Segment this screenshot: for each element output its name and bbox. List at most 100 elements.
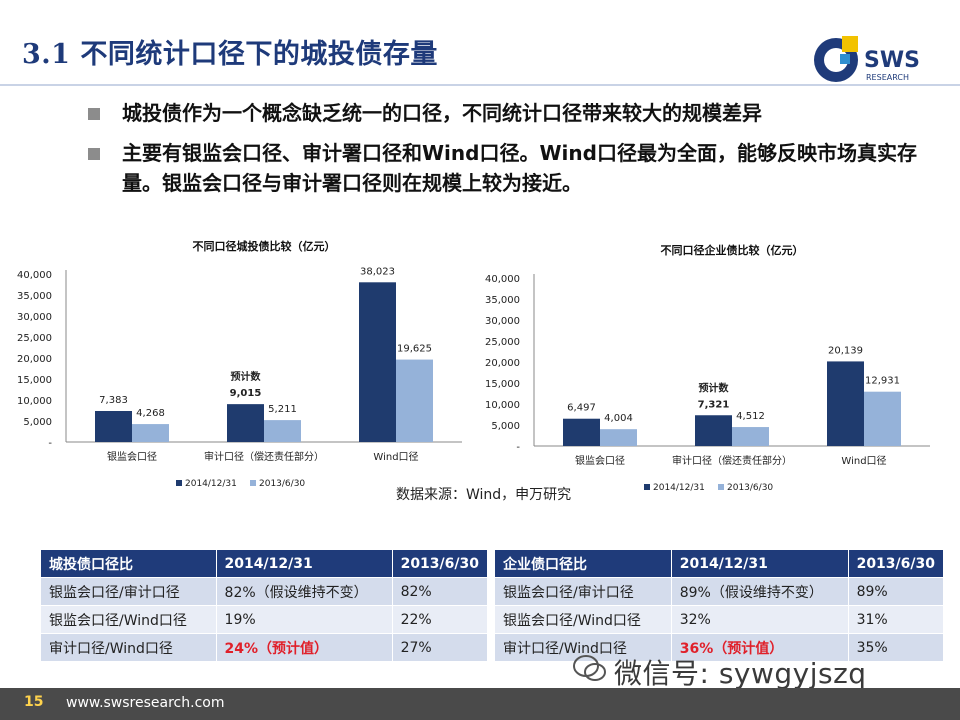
y-tick-label: 35,000 — [485, 295, 520, 306]
data-label: 7,321 — [698, 399, 730, 410]
legend-swatch — [644, 484, 650, 490]
y-tick-label: 5,000 — [491, 421, 520, 432]
wechat-icon — [573, 655, 606, 681]
x-tick-label: 审计口径（偿还责任部分） — [204, 450, 324, 463]
bar-2014 — [95, 410, 132, 442]
data-label: 20,139 — [828, 345, 863, 356]
table-cell: 银监会口径/审计口径 — [494, 577, 672, 606]
y-tick-label: 25,000 — [485, 337, 520, 348]
data-label: 5,211 — [268, 404, 297, 415]
table-row: 银监会口径/审计口径 82%（假设维持不变） 82% — [40, 577, 489, 606]
table-row: 银监会口径/Wind口径 19% 22% — [40, 605, 489, 634]
table-header-row: 企业债口径比 2014/12/31 2013/6/30 — [494, 549, 945, 578]
data-label: 9,015 — [230, 388, 262, 399]
y-tick-label: 35,000 — [17, 291, 52, 302]
x-tick-label: Wind口径 — [841, 454, 886, 467]
legend-label: 2014/12/31 — [653, 483, 705, 493]
table-row: 银监会口径/审计口径 89%（假设维持不变） 89% — [494, 577, 945, 606]
data-label: 4,512 — [736, 411, 765, 422]
table-cell: 银监会口径/Wind口径 — [494, 605, 672, 634]
chart-title: 不同口径城投债比较（亿元） — [193, 239, 336, 253]
wechat-watermark: 微信号: sywgyjszq — [614, 657, 867, 690]
table-cell: 银监会口径/Wind口径 — [40, 605, 217, 634]
bar-2014 — [359, 282, 396, 442]
y-tick-label: 40,000 — [485, 274, 520, 285]
y-tick-label: 15,000 — [17, 375, 52, 386]
table-row: 审计口径/Wind口径 24%（预计值） 27% — [40, 633, 489, 662]
chart-title: 不同口径企业债比较（亿元） — [661, 243, 804, 257]
bullet-item: 主要有银监会口径、审计署口径和Wind口径。Wind口径最为全面，能够反映市场真… — [88, 138, 938, 198]
bullet-text: 城投债作为一个概念缺乏统一的口径，不同统计口径带来较大的规模差异 — [122, 101, 762, 125]
bullet-text: 主要有银监会口径、审计署口径和Wind口径。Wind口径最为全面，能够反映市场真… — [122, 141, 917, 195]
table-cell: 27% — [391, 633, 489, 662]
title-divider — [0, 84, 960, 86]
table-cell: 银监会口径/审计口径 — [40, 577, 217, 606]
logo-subtext: RESEARCH — [866, 73, 909, 82]
table-cell-estimate: 36%（预计值） — [670, 633, 849, 662]
logo-text: SWS — [864, 48, 920, 73]
bullet-item: 城投债作为一个概念缺乏统一的口径，不同统计口径带来较大的规模差异 — [88, 98, 938, 128]
legend-swatch — [718, 484, 724, 490]
data-label: 38,023 — [360, 266, 395, 277]
y-tick-label: 5,000 — [23, 417, 52, 428]
table-cell: 89% — [847, 577, 945, 606]
table-cell: 19% — [215, 605, 393, 634]
footer-url[interactable]: www.swsresearch.com — [66, 695, 225, 711]
table-cell: 89%（假设维持不变） — [670, 577, 849, 606]
legend-swatch — [176, 480, 182, 486]
y-tick-label: 15,000 — [485, 379, 520, 390]
table-header-cell: 2014/12/31 — [670, 549, 849, 578]
chart-enterprise-bonds: 不同口径企业债比较（亿元） - 5,000 10,000 15,000 20,000 25,… — [476, 232, 940, 508]
table-cell: 审计口径/Wind口径 — [40, 633, 217, 662]
y-tick-label: 30,000 — [17, 312, 52, 323]
chart-city-investment-bonds: 不同口径城投债比较（亿元） - 5,000 10,000 15,000 20,000 25,… — [8, 228, 472, 504]
table-cell: 82%（假设维持不变） — [215, 577, 393, 606]
table-cell: 35% — [847, 633, 945, 662]
y-tick-label: 30,000 — [485, 316, 520, 327]
bar-2013 — [132, 424, 169, 442]
table-header-cell: 2013/6/30 — [391, 549, 489, 578]
data-label: 4,004 — [604, 413, 633, 424]
bar-2014 — [827, 361, 864, 446]
bar-2013 — [396, 359, 433, 442]
data-source-note: 数据来源：Wind，申万研究 — [396, 487, 572, 503]
data-label: 6,497 — [567, 403, 596, 414]
y-tick-label: 20,000 — [485, 358, 520, 369]
table-row: 银监会口径/Wind口径 32% 31% — [494, 605, 945, 634]
bar-2014 — [695, 415, 732, 446]
table-header-row: 城投债口径比 2014/12/31 2013/6/30 — [40, 549, 489, 578]
bar-2014 — [563, 418, 600, 446]
footer-bar: 15 www.swsresearch.com — [0, 688, 960, 720]
legend-label: 2013/6/30 — [259, 479, 305, 489]
data-label: 12,931 — [865, 376, 900, 387]
table-cell: 22% — [391, 605, 489, 634]
table-header-cell: 城投债口径比 — [40, 549, 217, 578]
data-label: 4,268 — [136, 408, 165, 419]
y-tick-label: - — [516, 442, 520, 453]
x-tick-label: 银监会口径 — [107, 450, 157, 463]
legend-label: 2013/6/30 — [727, 483, 773, 493]
bar-2013 — [732, 427, 769, 446]
table-header-cell: 企业债口径比 — [494, 549, 672, 578]
table-cell-estimate: 24%（预计值） — [215, 633, 393, 662]
table-city-investment-ratio: 城投债口径比 2014/12/31 2013/6/30 银监会口径/审计口径 8… — [40, 549, 489, 662]
data-label: 19,625 — [397, 344, 432, 355]
bullet-list: 城投债作为一个概念缺乏统一的口径，不同统计口径带来较大的规模差异 主要有银监会口… — [88, 98, 938, 208]
bar-2013 — [864, 391, 901, 446]
x-tick-label: Wind口径 — [373, 450, 418, 463]
y-tick-label: 40,000 — [17, 270, 52, 281]
table-cell: 31% — [847, 605, 945, 634]
legend-label: 2014/12/31 — [185, 479, 237, 489]
table-cell: 32% — [670, 605, 849, 634]
table-cell: 82% — [391, 577, 489, 606]
x-tick-label: 审计口径（偿还责任部分） — [672, 454, 792, 467]
table-header-cell: 2014/12/31 — [215, 549, 393, 578]
data-label: 7,383 — [99, 395, 128, 406]
page-title: 3.1 不同统计口径下的城投债存量 — [22, 39, 438, 70]
sws-logo: SWS RESEARCH — [814, 36, 920, 82]
y-tick-label: 25,000 — [17, 333, 52, 344]
x-tick-label: 银监会口径 — [575, 454, 625, 467]
bar-2013 — [264, 420, 301, 442]
bar-2014 — [227, 404, 264, 442]
page-number: 15 — [24, 694, 44, 710]
